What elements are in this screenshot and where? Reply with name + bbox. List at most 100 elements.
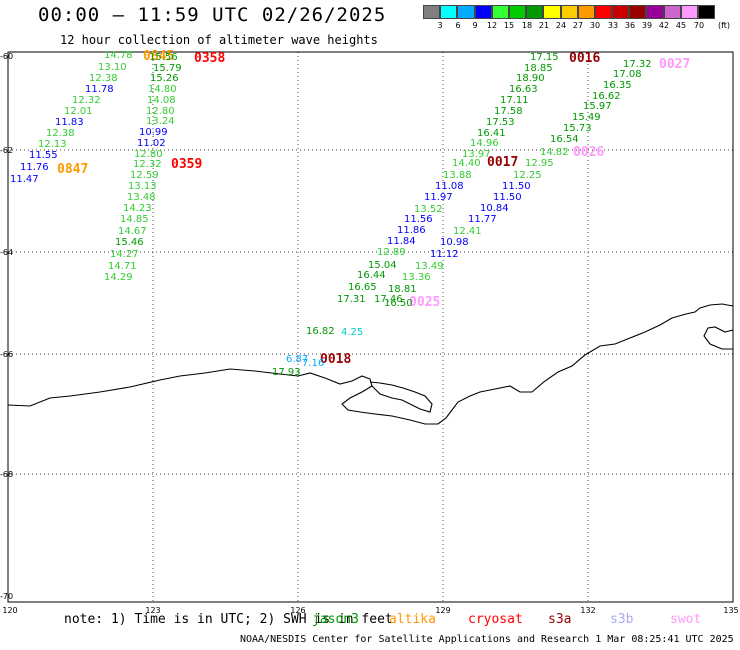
satellite-legend-s3a: s3a (548, 612, 572, 627)
wave-height-value: 15.73 (563, 123, 592, 134)
latitude-tick: -66 (0, 350, 14, 359)
wave-height-value: 14.29 (104, 272, 133, 283)
wave-height-value: 17.31 (337, 294, 366, 305)
wave-height-value: 12.80 (134, 149, 163, 160)
color-scale-tick: 6 (455, 21, 461, 30)
pass-time-label: 0027 (659, 57, 691, 72)
wave-height-value: 12.13 (38, 139, 67, 150)
satellite-legend-s3b: s3b (610, 612, 634, 627)
satellite-legend-cryosat: cryosat (468, 612, 523, 627)
wave-height-value: 12.32 (133, 159, 162, 170)
wave-height-value: 11.97 (424, 192, 453, 203)
wave-height-value: 13.24 (146, 116, 175, 127)
color-swatch (646, 5, 664, 19)
wave-height-value: 16.62 (592, 91, 621, 102)
wave-height-value: 11.55 (29, 150, 58, 161)
wave-height-value: 14.71 (108, 261, 137, 272)
wave-height-value: 16.44 (357, 270, 386, 281)
color-swatch (491, 5, 509, 19)
color-swatch (560, 5, 578, 19)
color-swatch (508, 5, 527, 19)
wave-height-value: 18.85 (524, 63, 553, 74)
wave-height-value: 15.79 (153, 63, 182, 74)
wave-height-value: 13.97 (462, 149, 491, 160)
wave-height-value: 14.67 (118, 226, 147, 237)
wave-height-value: 12.38 (89, 73, 118, 84)
color-swatch (680, 5, 698, 19)
wave-height-value: 14.23 (123, 203, 152, 214)
color-swatch (698, 5, 716, 19)
color-scale-tick: 27 (572, 21, 584, 30)
satellite-legend-altika: altika (389, 612, 436, 627)
wave-height-value: 14.85 (120, 214, 149, 225)
wave-height-value: 11.50 (502, 181, 531, 192)
longitude-tick: 120 (2, 606, 18, 615)
wave-height-value: 15.46 (115, 237, 144, 248)
wave-height-value: 4.25 (341, 327, 364, 338)
wave-height-value: 17.58 (494, 106, 523, 117)
credit-line: NOAA/NESDIS Center for Satellite Applica… (240, 634, 734, 645)
wave-height-value: 12.89 (377, 247, 406, 258)
color-swatch (440, 5, 458, 19)
color-swatch (543, 5, 561, 19)
color-swatch (594, 5, 613, 19)
wave-height-value: 16.65 (348, 282, 377, 293)
longitude-tick: 132 (580, 606, 596, 615)
color-scale-tick: 33 (607, 21, 619, 30)
wave-height-value: 14.82 (540, 147, 569, 158)
map-frame (7, 51, 734, 603)
color-scale-tick: 36 (624, 21, 636, 30)
wave-height-value: 11.76 (20, 162, 49, 173)
satellite-legend-jason3: jason3 (312, 612, 359, 627)
wave-height-value: 12.32 (72, 95, 101, 106)
color-swatch (663, 5, 681, 19)
color-scale (423, 5, 716, 19)
color-scale-tick: 12 (486, 21, 498, 30)
wave-height-value: 17.32 (623, 59, 652, 70)
pass-time-label: 0025 (409, 295, 441, 310)
wave-height-value: 15.56 (149, 52, 178, 63)
wave-height-value: 14.78 (104, 50, 133, 61)
wave-height-value: 12.01 (64, 106, 93, 117)
longitude-tick: 135 (723, 606, 739, 615)
wave-height-value: 13.10 (98, 62, 127, 73)
wave-height-value: 12.80 (146, 106, 175, 117)
wave-height-value: 11.83 (55, 117, 84, 128)
color-scale-labels: 3 6 9 12 15 18 21 24 27 30 33 36 39 42 45 70 (ft) (423, 21, 740, 33)
color-scale-tick: 70 (693, 21, 705, 30)
color-swatch (526, 5, 544, 19)
longitude-tick: 123 (145, 606, 161, 615)
wave-height-value: 16.82 (306, 326, 335, 337)
wave-height-value: 11.86 (397, 225, 426, 236)
wave-height-value: 12.38 (46, 128, 75, 139)
latitude-tick: -68 (0, 470, 14, 479)
wave-height-value: 10.84 (480, 203, 509, 214)
wave-height-value: 13.36 (402, 272, 431, 283)
graticule (8, 52, 733, 602)
color-scale-tick: 21 (538, 21, 550, 30)
wave-height-value: 11.47 (10, 174, 39, 185)
wave-height-value: 14.40 (452, 158, 481, 169)
wave-height-value: 11.12 (430, 249, 459, 260)
wave-height-value: 12.25 (513, 170, 542, 181)
wave-height-value: 16.54 (550, 134, 579, 145)
color-scale-tick: 45 (675, 21, 687, 30)
wave-height-value: 13.49 (415, 261, 444, 272)
satellite-legend-swot: swot (670, 612, 702, 627)
wave-height-value: 15.97 (583, 101, 612, 112)
wave-height-value: 14.27 (110, 249, 139, 260)
color-scale-tick: 42 (658, 21, 670, 30)
color-swatch (577, 5, 595, 19)
footer-note: note: 1) Time is in UTC; 2) SWH is in fe… (64, 612, 393, 627)
wave-height-value: 12.95 (525, 158, 554, 169)
wave-height-value: 11.77 (468, 214, 497, 225)
wave-height-value: 11.78 (85, 84, 114, 95)
wave-height-value: 16.41 (477, 128, 506, 139)
wave-height-value: 18.90 (516, 73, 545, 84)
wave-height-value: 16.35 (603, 80, 632, 91)
latitude-tick: -62 (0, 146, 14, 155)
wave-height-value: 11.84 (387, 236, 416, 247)
wave-height-value: 12.41 (453, 226, 482, 237)
color-scale-unit: (ft) (717, 21, 731, 30)
wave-height-value: 16.50 (384, 298, 413, 309)
